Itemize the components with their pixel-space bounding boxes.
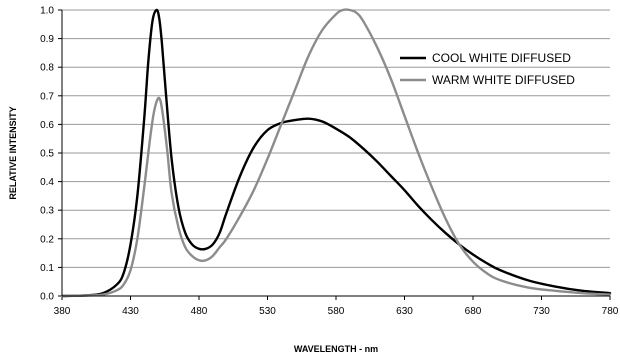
y-axis-title: RELATIVE INTENSITY	[8, 106, 18, 199]
y-tick-label: 0.0	[40, 292, 54, 303]
y-tick-label: 0.8	[40, 63, 54, 74]
x-tick-label: 480	[191, 306, 208, 317]
series-lines	[60, 8, 612, 298]
x-tick-label: 380	[54, 306, 71, 317]
y-tick-label: 0.7	[40, 91, 54, 102]
x-tick-label: 730	[533, 306, 550, 317]
x-axis-ticks: 380 430 480 530 580 630 680 730 780	[54, 296, 619, 317]
series-line-warm-white	[60, 8, 612, 298]
y-tick-label: 1.0	[40, 6, 54, 17]
y-tick-label: 0.2	[40, 234, 54, 245]
legend-label: WARM WHITE DIFFUSED	[432, 73, 575, 87]
y-tick-label: 0.5	[40, 149, 54, 160]
y-axis-ticks: 0.0 0.1 0.2 0.3 0.4 0.5 0.6 0.7 0.8 0.9 1.0	[40, 6, 62, 303]
y-tick-label: 0.6	[40, 120, 54, 131]
legend: COOL WHITE DIFFUSED WARM WHITE DIFFUSED	[400, 51, 575, 87]
legend-label: COOL WHITE DIFFUSED	[432, 51, 571, 65]
y-tick-label: 0.4	[40, 177, 54, 188]
x-axis-title: WAVELENGTH - nm	[294, 344, 378, 354]
x-tick-label: 430	[122, 306, 139, 317]
y-tick-label: 0.1	[40, 263, 54, 274]
y-tick-label: 0.9	[40, 34, 54, 45]
x-tick-label: 680	[465, 306, 482, 317]
x-tick-label: 530	[259, 306, 276, 317]
x-tick-label: 630	[396, 306, 413, 317]
grid-lines	[62, 9, 610, 268]
x-tick-label: 780	[602, 306, 619, 317]
series-line-cool-white	[60, 8, 612, 298]
x-tick-label: 580	[328, 306, 345, 317]
y-tick-label: 0.3	[40, 206, 54, 217]
